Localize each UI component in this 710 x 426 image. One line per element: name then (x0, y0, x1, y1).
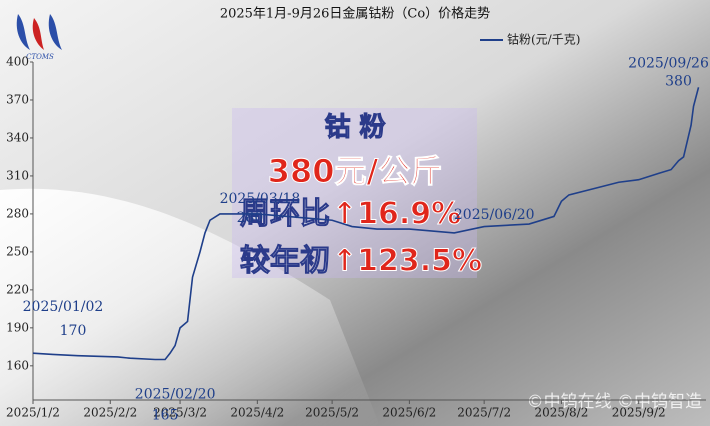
background-photo (0, 188, 380, 426)
annotation-value: 165 (152, 407, 179, 423)
annotation-date: 2025/01/02 (23, 299, 104, 315)
x-tick-label: 2025/4/2 (230, 406, 284, 420)
y-tick-label: 190 (6, 320, 29, 334)
x-tick-label: 2025/2/2 (83, 406, 137, 420)
y-tick-label: 340 (6, 130, 29, 144)
overlay-title: 钴 粉 (324, 112, 385, 143)
overlay-ytd-value: ↑123.5% (332, 244, 482, 279)
annotation-value: 170 (60, 323, 87, 339)
overlay-wow-label: 周环比 (240, 197, 330, 232)
legend-label: 钴粉(元/千克) (507, 32, 580, 47)
x-tick-label: 2025/8/2 (534, 406, 588, 420)
y-tick-label: 370 (6, 92, 29, 106)
annotation-date: 2025/06/20 (454, 207, 535, 223)
annotation-date: 2025/09/26 (628, 55, 709, 71)
y-tick-label: 310 (6, 168, 29, 182)
x-tick-label: 2025/7/2 (457, 406, 511, 420)
x-tick-label: 2025/5/2 (305, 406, 359, 420)
x-tick-label: 2025/6/2 (382, 406, 436, 420)
y-tick-label: 220 (6, 282, 29, 296)
overlay-ytd-label: 较年初 (240, 244, 330, 279)
x-tick-label: 2025/1/2 (6, 406, 60, 420)
watermark: ©中钨在线 ©中钨智造 (527, 392, 702, 412)
y-tick-label: 280 (6, 206, 29, 220)
y-tick-label: 250 (6, 244, 29, 258)
x-tick-label: 2025/9/2 (612, 406, 666, 420)
logo: CTOMS (16, 14, 62, 61)
annotation-value: 280 (237, 210, 264, 226)
overlay-price: 380元/公斤 (268, 152, 443, 190)
logo-text: CTOMS (26, 53, 54, 61)
overlay-box (232, 108, 477, 278)
y-tick-label: 400 (6, 55, 29, 69)
y-tick-label: 160 (6, 358, 29, 372)
x-tick-label: 2025/3/2 (153, 406, 207, 420)
annotation-date: 2025/03/18 (220, 191, 301, 207)
annotation-date: 2025/02/20 (135, 386, 216, 402)
chart-title: 2025年1月-9月26日金属钴粉（Co）价格走势 (220, 6, 490, 22)
annotation-value: 380 (665, 73, 692, 89)
line (32, 87, 700, 361)
